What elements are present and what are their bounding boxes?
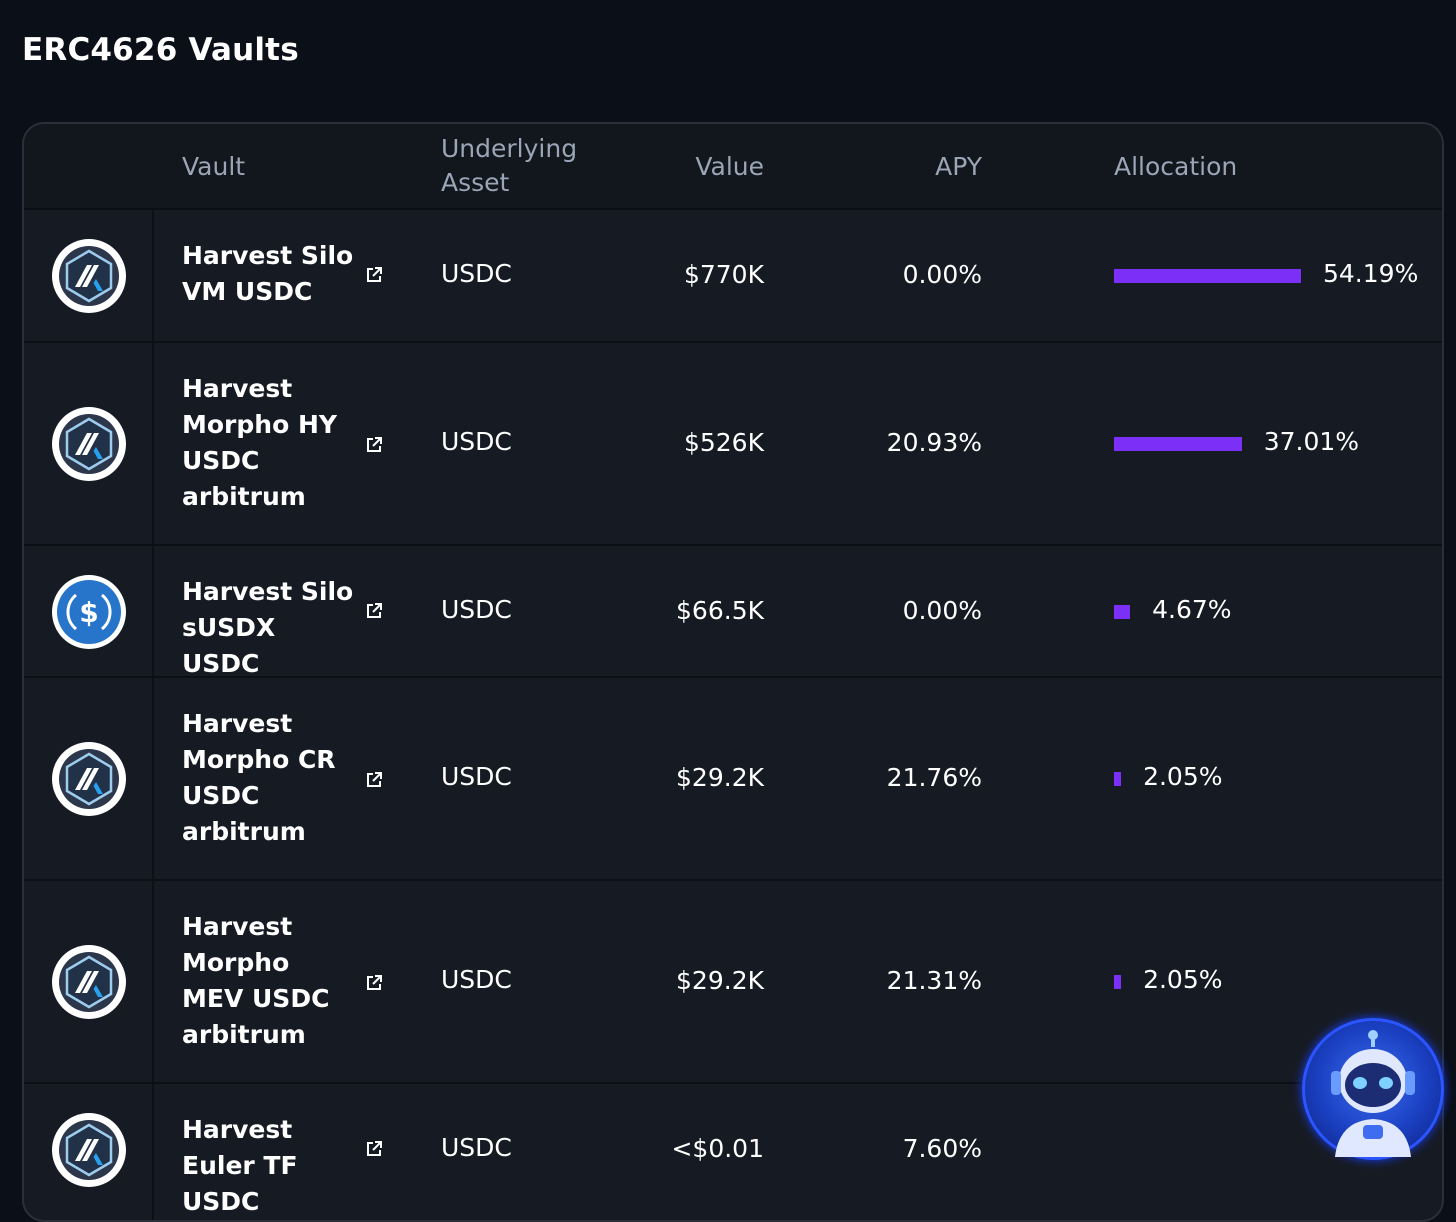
allocation-percent: 37.01% [1263,427,1360,456]
vault-value: $29.2K [676,966,764,995]
svg-text:$: $ [79,596,98,629]
column-divider [152,124,154,1220]
arbitrum-icon [52,239,126,313]
vault-value: $770K [683,260,764,289]
allocation-bar [1114,605,1131,619]
vaults-table: Vault Underlying Asset Value APY Allocat… [22,122,1444,1222]
table-row[interactable]: Harvest Morpho MEV USDC arbitrum USDC $2… [24,881,1442,1084]
vault-name[interactable]: Harvest Euler TF USDC [182,1115,298,1216]
external-link-icon[interactable] [364,1139,384,1159]
vault-apy: 7.60% [902,1134,982,1163]
vault-apy: 0.00% [902,260,982,289]
vault-name[interactable]: Harvest Silo VM USDC [182,241,354,306]
vault-value: $526K [683,428,764,457]
table-header: Vault Underlying Asset Value APY Allocat… [24,124,1442,210]
underlying-asset: USDC [441,259,512,288]
underlying-asset: USDC [441,427,512,456]
page-title: ERC4626 Vaults [22,32,299,68]
vault-name[interactable]: Harvest Silo sUSDX USDC [182,577,354,678]
allocation-percent: 4.67% [1152,595,1232,624]
header-allocation[interactable]: Allocation [1114,152,1238,181]
vault-value: $66.5K [676,596,764,625]
vault-apy: 21.76% [886,763,982,792]
arbitrum-icon [52,407,126,481]
vault-apy: 20.93% [886,428,982,457]
underlying-asset: USDC [441,762,512,791]
allocation-bar [1114,269,1301,283]
vault-apy: 0.00% [902,596,982,625]
external-link-icon[interactable] [364,973,384,993]
header-vault[interactable]: Vault [182,152,246,181]
vault-value: <$0.01 [671,1134,764,1163]
vault-name[interactable]: Harvest Morpho CR USDC arbitrum [182,709,336,846]
header-value[interactable]: Value [695,152,764,181]
external-link-icon[interactable] [364,770,384,790]
table-row[interactable]: $ Harvest Silo sUSDX USDC USDC $66.5K 0.… [24,546,1442,678]
allocation-percent: 2.05% [1143,762,1223,791]
allocation-bar [1114,975,1122,989]
underlying-asset: USDC [441,965,512,994]
arbitrum-icon [52,742,126,816]
allocation-bar [1114,437,1242,451]
vault-name[interactable]: Harvest Morpho MEV USDC arbitrum [182,912,330,1049]
header-underlying-asset[interactable]: Underlying Asset [441,134,578,197]
header-apy[interactable]: APY [935,152,982,181]
table-row[interactable]: Harvest Euler TF USDC USDC <$0.01 7.60% [24,1084,1442,1220]
vault-name[interactable]: Harvest Morpho HY USDC arbitrum [182,374,337,511]
allocation-bar [1114,772,1122,786]
external-link-icon[interactable] [364,435,384,455]
usdc-icon: $ [52,575,126,649]
allocation-percent: 2.05% [1143,965,1223,994]
vault-value: $29.2K [676,763,764,792]
arbitrum-icon [52,1113,126,1187]
table-row[interactable]: Harvest Silo VM USDC USDC $770K 0.00% 54… [24,210,1442,343]
external-link-icon[interactable] [364,601,384,621]
external-link-icon[interactable] [364,265,384,285]
underlying-asset: USDC [441,595,512,624]
table-row[interactable]: Harvest Morpho CR USDC arbitrum USDC $29… [24,678,1442,881]
vault-apy: 21.31% [886,966,982,995]
allocation-percent: 54.19% [1323,259,1419,288]
underlying-asset: USDC [441,1133,512,1162]
assistant-robot-icon[interactable] [1302,1018,1444,1160]
table-row[interactable]: Harvest Morpho HY USDC arbitrum USDC $52… [24,343,1442,546]
arbitrum-icon [52,945,126,1019]
